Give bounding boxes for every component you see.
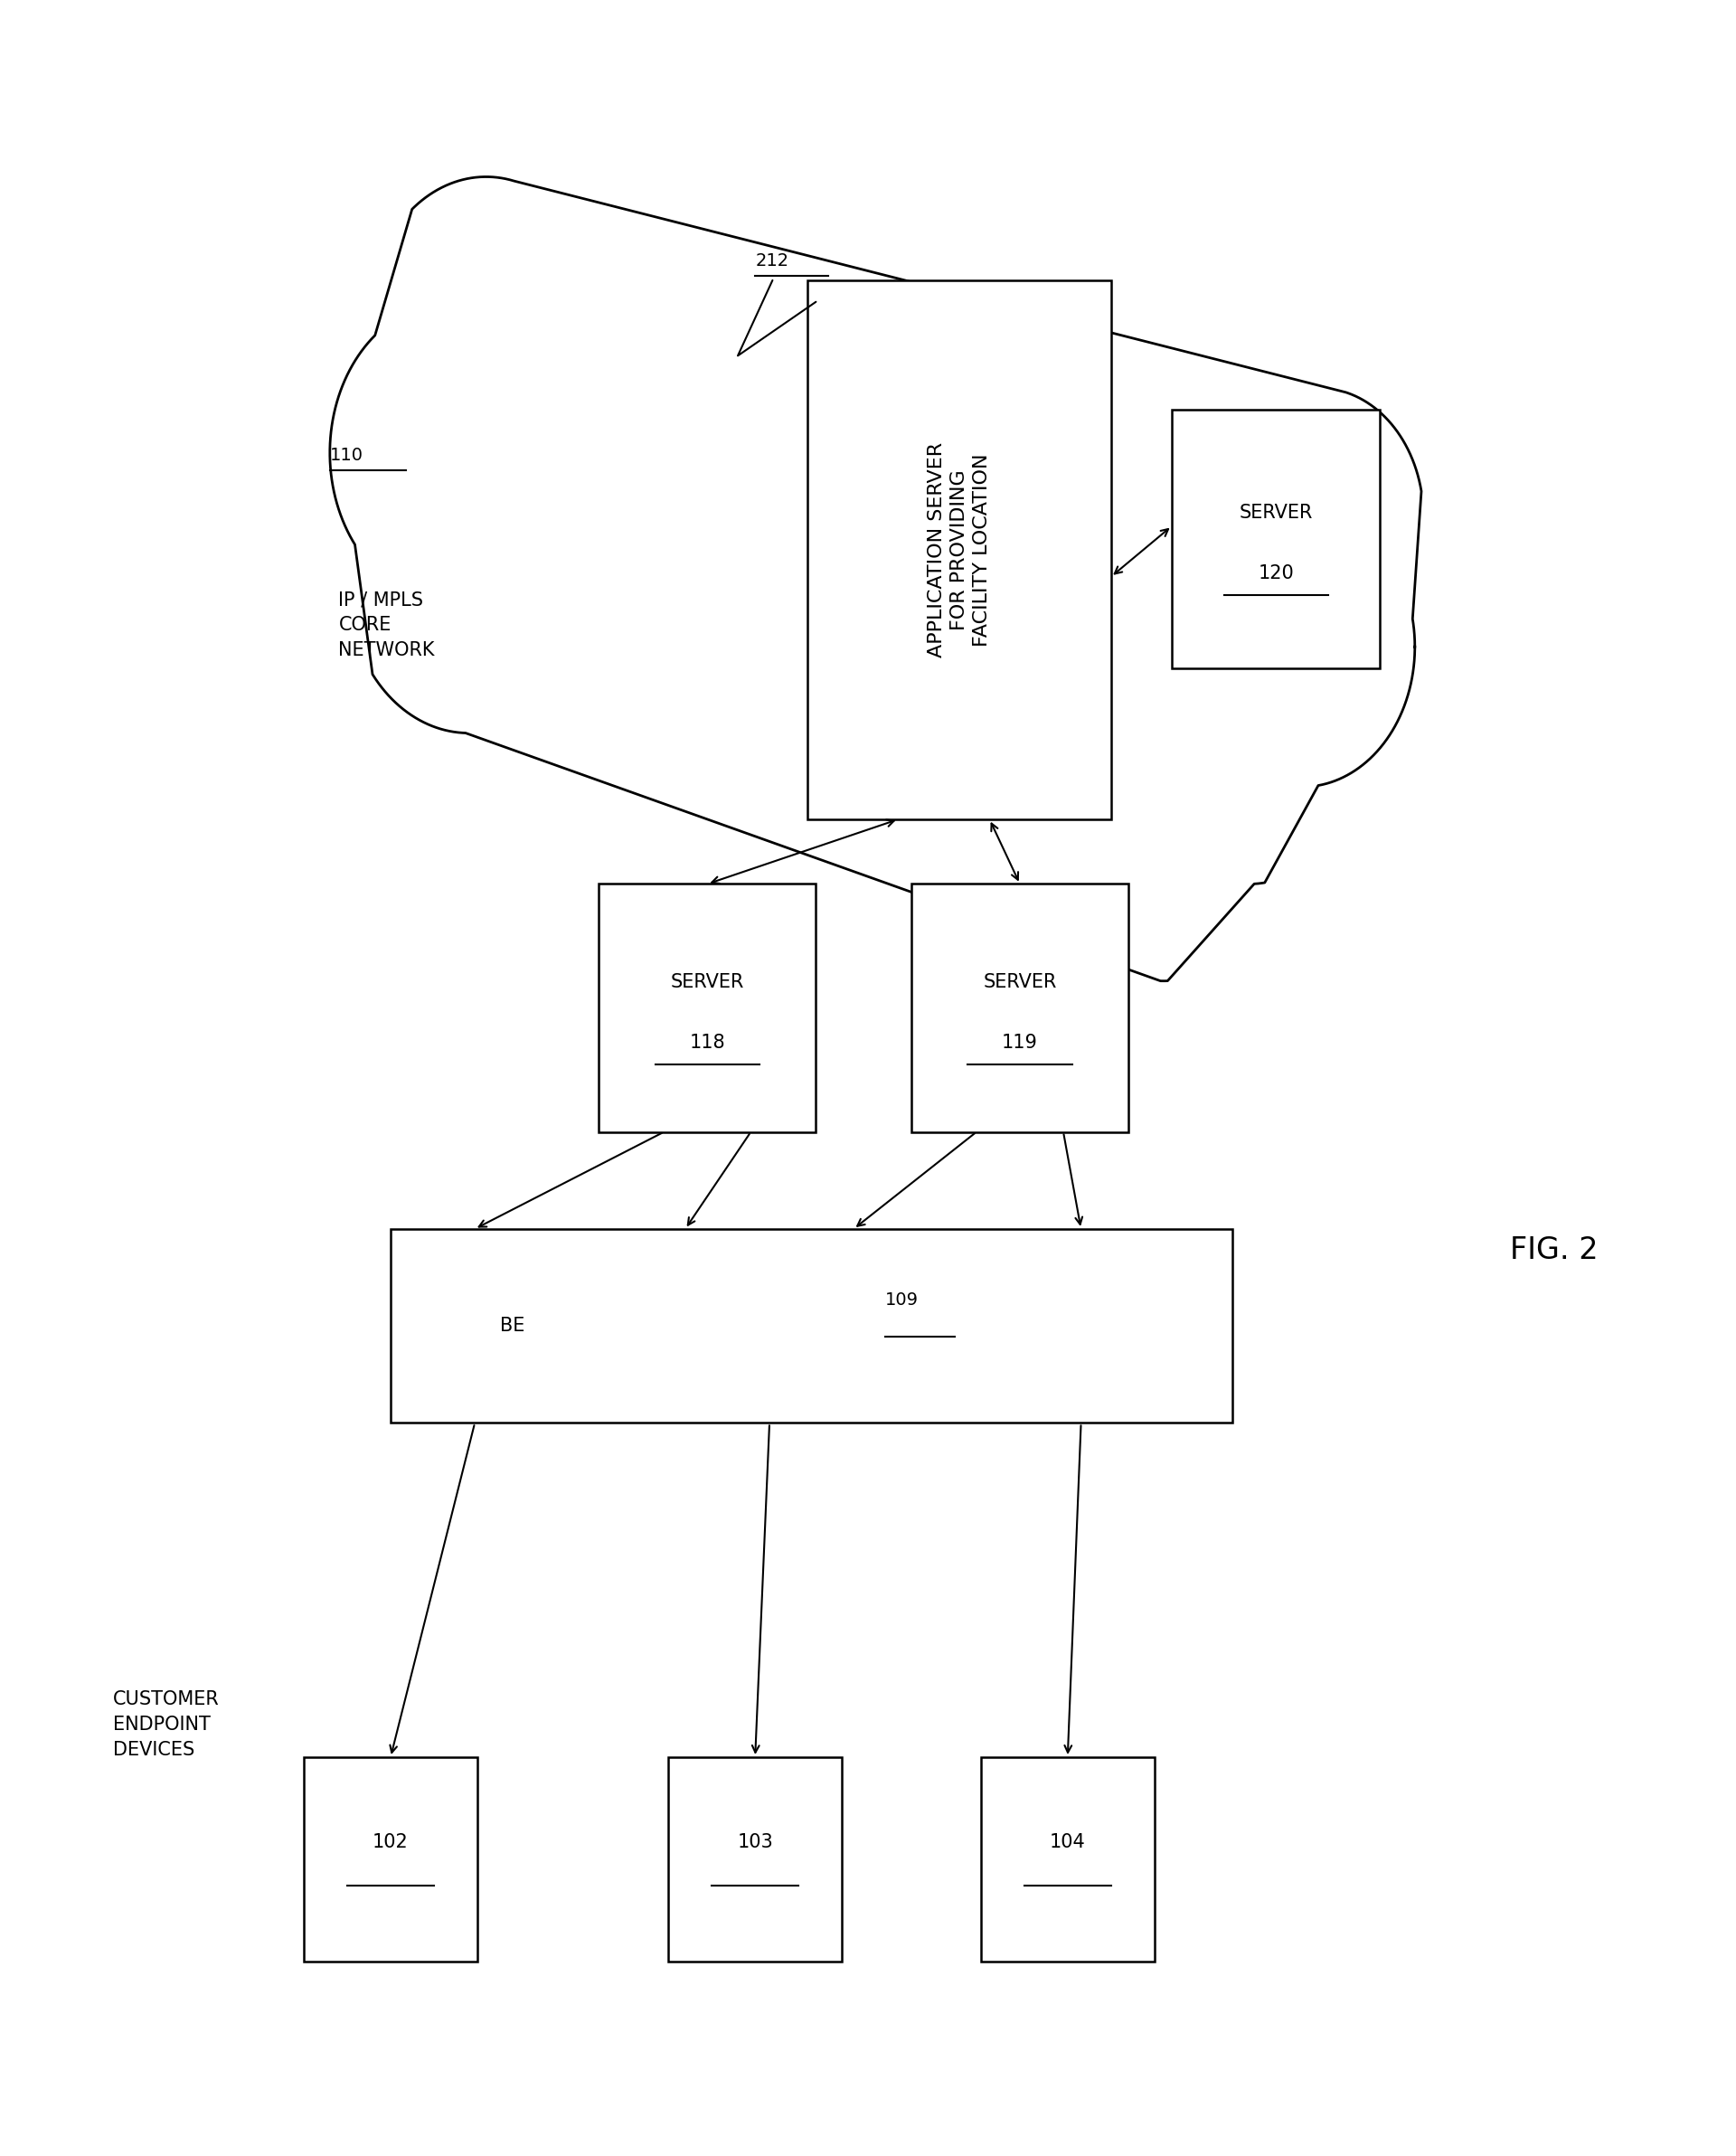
Text: 104: 104 bbox=[1050, 1833, 1085, 1852]
Text: BE: BE bbox=[500, 1317, 524, 1335]
Text: CUSTOMER
ENDPOINT
DEVICES: CUSTOMER ENDPOINT DEVICES bbox=[113, 1690, 219, 1759]
Text: 102: 102 bbox=[373, 1833, 408, 1852]
Bar bbox=[981, 1757, 1154, 1962]
Text: 103: 103 bbox=[738, 1833, 773, 1852]
Text: 110: 110 bbox=[330, 446, 363, 464]
Text: APPLICATION SERVER
FOR PROVIDING
FACILITY LOCATION: APPLICATION SERVER FOR PROVIDING FACILIT… bbox=[927, 442, 991, 658]
Bar bbox=[1172, 410, 1380, 668]
Bar bbox=[391, 1229, 1233, 1423]
Text: 212: 212 bbox=[755, 252, 788, 270]
Text: 109: 109 bbox=[885, 1291, 918, 1309]
Text: IP / MPLS
CORE
NETWORK: IP / MPLS CORE NETWORK bbox=[339, 591, 434, 660]
Text: SERVER: SERVER bbox=[1240, 505, 1312, 522]
Bar bbox=[599, 884, 816, 1132]
Bar bbox=[911, 884, 1128, 1132]
Bar bbox=[668, 1757, 842, 1962]
Text: SERVER: SERVER bbox=[983, 972, 1057, 992]
Text: SERVER: SERVER bbox=[670, 972, 745, 992]
Text: 118: 118 bbox=[689, 1033, 726, 1052]
Bar bbox=[304, 1757, 477, 1962]
Text: 119: 119 bbox=[1002, 1033, 1038, 1052]
Text: 120: 120 bbox=[1259, 565, 1293, 582]
Text: FIG. 2: FIG. 2 bbox=[1510, 1235, 1599, 1266]
Bar bbox=[807, 280, 1111, 819]
